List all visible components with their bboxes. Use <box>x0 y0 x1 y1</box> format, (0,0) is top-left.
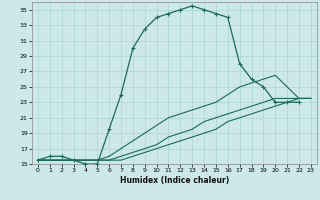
X-axis label: Humidex (Indice chaleur): Humidex (Indice chaleur) <box>120 176 229 185</box>
